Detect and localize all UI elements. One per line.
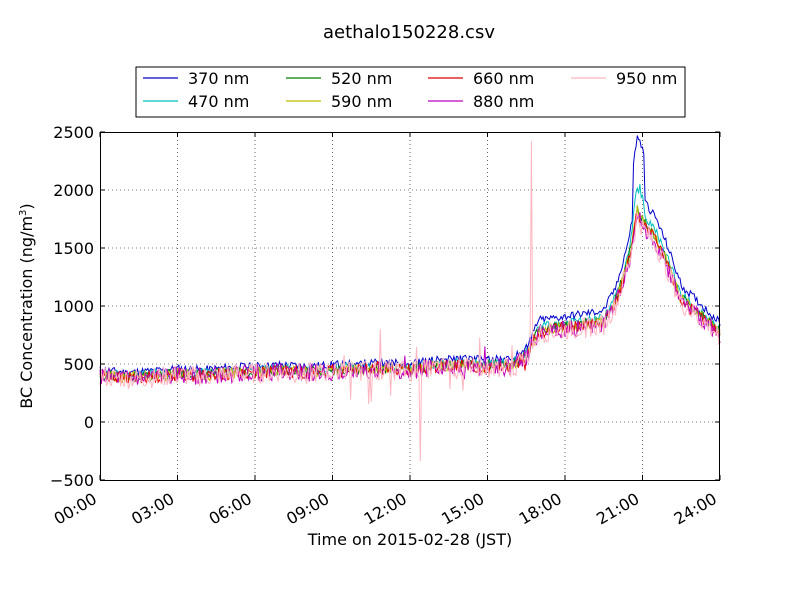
legend-box — [135, 66, 686, 118]
series-line-880-nm — [99, 212, 721, 385]
legend-label: 950 nm — [616, 69, 677, 88]
legend-label: 590 nm — [331, 92, 392, 111]
series-line-950-nm — [99, 141, 721, 462]
y-tick-label: 2000 — [53, 181, 94, 200]
ticks: 00:00 03:00 06:00 09:00 12:00 15:00 18:00 21:00… — [50, 123, 721, 529]
y-tick-label: 0 — [84, 413, 94, 432]
series-line-520-nm — [99, 205, 721, 383]
y-tick-label: −500 — [50, 471, 94, 490]
x-tick-label: 18:00 — [516, 489, 565, 529]
legend-label: 470 nm — [188, 92, 249, 111]
x-tick-label: 00:00 — [51, 489, 100, 529]
x-tick-label: 15:00 — [438, 489, 487, 529]
legend: 370 nm 470 nm 520 nm 590 nm 660 nm 880 nm 950 … — [135, 66, 686, 118]
y-axis-label: BC Concentration (ng/m3) — [17, 203, 36, 408]
x-tick-label: 21:00 — [593, 489, 642, 529]
x-tick-label: 24:00 — [671, 489, 720, 529]
grid — [100, 132, 720, 480]
x-axis-label: Time on 2015-02-28 (JST) — [307, 530, 512, 549]
legend-label: 370 nm — [188, 69, 249, 88]
y-tick-label: 1500 — [53, 239, 94, 258]
y-axis-label-close: ) — [17, 203, 36, 209]
x-tick-label: 06:00 — [206, 489, 255, 529]
y-axis-label-sup: 3 — [18, 210, 29, 216]
chart-title: aethalo150228.csv — [323, 22, 495, 43]
legend-label: 520 nm — [331, 69, 392, 88]
y-tick-label: 500 — [63, 355, 94, 374]
x-tick-label: 03:00 — [128, 489, 177, 529]
x-tick-label: 09:00 — [283, 489, 332, 529]
legend-label: 880 nm — [473, 92, 534, 111]
series-layer — [99, 135, 721, 462]
series-line-470-nm — [99, 184, 721, 381]
y-tick-label: 1000 — [53, 297, 94, 316]
legend-label: 660 nm — [473, 69, 534, 88]
y-tick-label: 2500 — [53, 123, 94, 142]
x-tick-label: 12:00 — [361, 489, 410, 529]
